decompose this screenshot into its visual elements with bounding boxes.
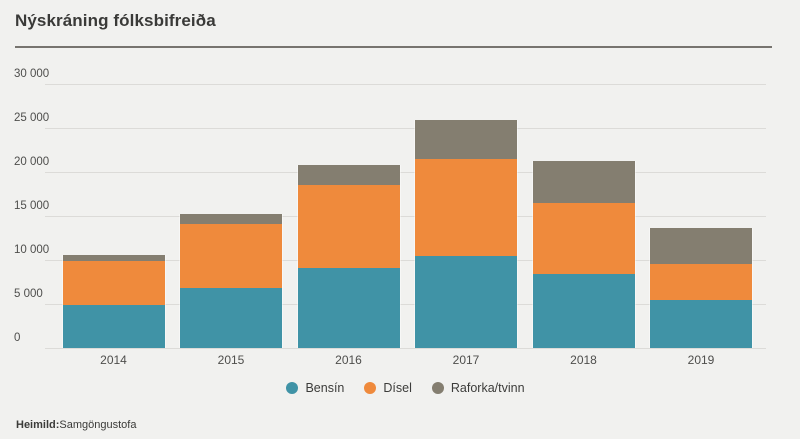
y-tick-label: 10 000 — [14, 244, 50, 256]
legend-item-bensin: Bensín — [286, 381, 344, 395]
bar-2015 — [179, 214, 283, 348]
title-rule — [15, 46, 772, 48]
bar-segment-bensin — [415, 255, 517, 348]
bar-segment-bensin — [62, 304, 165, 348]
bar-segment-bensin — [297, 267, 400, 348]
bar-segment-raforka-tvinn — [532, 161, 635, 204]
legend-label-bensin: Bensín — [305, 381, 345, 395]
y-tick-label: 20 000 — [14, 156, 50, 168]
legend-swatch-bensin-icon — [286, 382, 299, 394]
bar-2018 — [531, 161, 636, 348]
legend-label-raforka-tvinn: Raforka/tvinn — [450, 381, 525, 395]
bar-segment-raforka-tvinn — [415, 120, 517, 159]
source-label: Heimild: — [16, 419, 60, 431]
bar-segment-disel — [532, 203, 635, 274]
gridline — [45, 348, 766, 349]
bar-segment-bensin — [650, 300, 752, 348]
gridline — [45, 304, 766, 305]
gridline — [45, 128, 766, 129]
bar-segment-disel — [650, 263, 752, 301]
y-tick-label: 25 000 — [14, 112, 50, 124]
bar-segment-bensin — [532, 273, 635, 348]
bar-segment-raforka-tvinn — [180, 214, 282, 225]
bar-2019 — [649, 227, 753, 348]
bar-segment-disel — [62, 260, 165, 305]
bar-segment-raforka-tvinn — [297, 164, 400, 186]
x-tick-label: 2016 — [335, 353, 362, 367]
x-tick-label: 2017 — [452, 353, 480, 367]
bar-2017 — [414, 120, 518, 348]
chart-title: Nýskráning fólksbifreiða — [15, 11, 216, 30]
bar-segment-disel — [415, 158, 517, 256]
gridline — [45, 216, 766, 217]
bar-segment-bensin — [180, 288, 282, 348]
y-tick-label: 30 000 — [14, 68, 50, 80]
legend-item-disel: Dísel — [364, 381, 412, 395]
legend-label-disel: Dísel — [383, 381, 412, 395]
legend: Bensín Dísel Raforka/tvinn — [45, 381, 766, 395]
gridline — [45, 260, 766, 261]
legend-item-raforka-tvinn: Raforka/tvinn — [431, 381, 525, 395]
bar-segment-raforka-tvinn — [650, 227, 752, 264]
source-note: Heimild:Samgöngustofa — [16, 419, 136, 431]
plot-area — [45, 84, 766, 349]
y-tick-label: 5 000 — [14, 288, 43, 300]
y-tick-label: 0 — [14, 332, 21, 344]
bar-segment-disel — [180, 224, 282, 289]
y-tick-label: 15 000 — [14, 200, 50, 212]
x-tick-label: 2014 — [100, 353, 127, 367]
x-tick-label: 2015 — [217, 353, 245, 367]
bar-2016 — [296, 164, 401, 348]
x-tick-label: 2018 — [570, 353, 597, 367]
source-value: Samgöngustofa — [59, 419, 137, 431]
gridline — [45, 172, 766, 173]
bar-segment-raforka-tvinn — [62, 254, 165, 261]
legend-swatch-disel-icon — [364, 382, 377, 394]
gridline — [45, 84, 766, 85]
legend-swatch-raforka-tvinn-icon — [431, 382, 444, 394]
bar-2014 — [61, 254, 166, 348]
bar-segment-disel — [297, 185, 400, 268]
x-tick-label: 2019 — [687, 353, 715, 367]
